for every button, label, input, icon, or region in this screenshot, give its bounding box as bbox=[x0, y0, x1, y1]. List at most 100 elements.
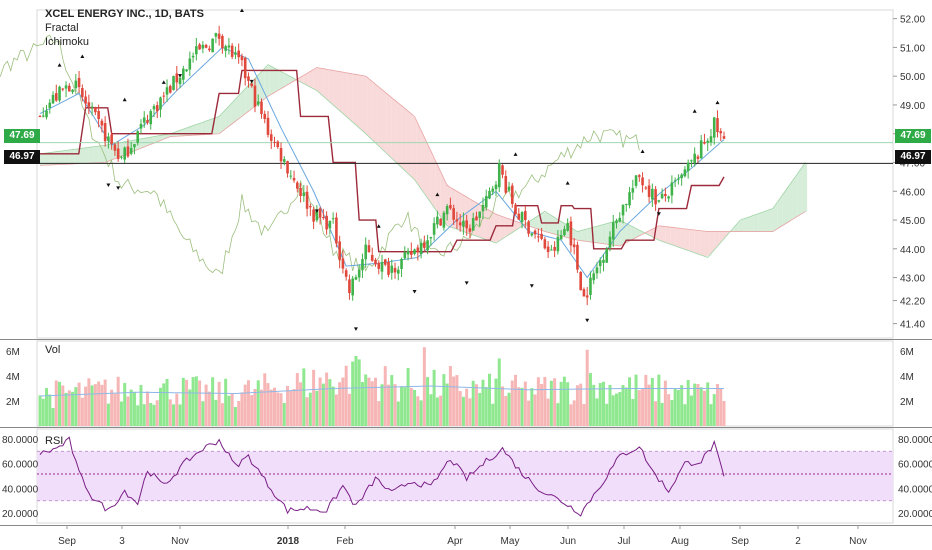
candle-body bbox=[410, 251, 413, 255]
volume-bar bbox=[110, 389, 114, 426]
fractal-up-marker bbox=[57, 63, 62, 67]
volume-bar bbox=[432, 369, 436, 426]
candle-body bbox=[657, 200, 661, 202]
cloud-segment bbox=[670, 227, 676, 246]
candle-body bbox=[331, 218, 335, 220]
volume-bar bbox=[719, 388, 723, 426]
volume-bar bbox=[84, 386, 88, 426]
cloud-segment bbox=[93, 146, 99, 163]
volume-bar bbox=[393, 384, 397, 426]
volume-bar bbox=[194, 376, 198, 426]
indicator-ichimoku-label[interactable]: Ichimoku bbox=[45, 36, 90, 48]
cloud-segment bbox=[342, 72, 348, 118]
candle-body bbox=[585, 295, 589, 298]
candle-body bbox=[351, 278, 354, 296]
volume-bar bbox=[282, 403, 286, 426]
cloud-segment bbox=[357, 74, 363, 131]
time-tick-label: Aug bbox=[671, 536, 689, 547]
volume-bar bbox=[400, 386, 404, 426]
candle-body bbox=[488, 190, 491, 199]
candle-body bbox=[234, 52, 237, 55]
cloud-segment bbox=[484, 207, 490, 241]
candle-body bbox=[654, 189, 657, 205]
candle-body bbox=[185, 69, 188, 72]
volume-bar bbox=[126, 396, 130, 426]
cloud-segment bbox=[772, 201, 778, 232]
volume-bar bbox=[588, 373, 592, 426]
candle-body bbox=[107, 136, 110, 142]
candle-body bbox=[452, 208, 455, 220]
volume-bar bbox=[269, 389, 273, 426]
volume-bar bbox=[299, 382, 303, 426]
fractal-up-marker bbox=[376, 224, 381, 228]
volume-bar bbox=[592, 384, 596, 426]
cloud-segment bbox=[40, 153, 45, 166]
volume-bar bbox=[647, 384, 651, 426]
candle-body bbox=[178, 77, 182, 85]
candle-body bbox=[628, 192, 631, 206]
candle-body bbox=[615, 220, 618, 224]
volume-bar bbox=[631, 399, 635, 426]
candle-body bbox=[318, 208, 322, 218]
volume-bar bbox=[149, 403, 153, 426]
candle-body bbox=[638, 175, 641, 177]
volume-bar bbox=[435, 397, 439, 426]
time-tick-label: 2 bbox=[795, 536, 801, 547]
volume-bar bbox=[712, 394, 716, 426]
volume-bar bbox=[615, 393, 619, 426]
candle-body bbox=[273, 141, 276, 143]
fractal-down-marker bbox=[106, 183, 111, 188]
candle-body bbox=[328, 220, 332, 229]
volume-bar bbox=[575, 385, 579, 426]
candle-body bbox=[644, 187, 648, 189]
volume-bar bbox=[360, 382, 364, 426]
cloud-segment bbox=[259, 68, 265, 103]
cloud-segment bbox=[396, 101, 402, 168]
volume-bar bbox=[48, 394, 52, 426]
candle-body bbox=[367, 245, 371, 253]
fractal-up-marker bbox=[435, 192, 440, 197]
volume-bar bbox=[582, 404, 586, 426]
indicator-fractal-label[interactable]: Fractal bbox=[45, 22, 79, 34]
candle-body bbox=[221, 35, 224, 49]
candle-body bbox=[309, 206, 312, 208]
cloud-segment bbox=[425, 140, 431, 203]
cloud-segment bbox=[553, 216, 558, 235]
price-tick-label: 44.00 bbox=[900, 245, 925, 256]
cloud-segment bbox=[767, 208, 773, 232]
cloud-segment bbox=[333, 70, 339, 110]
volume-pane-frame bbox=[36, 340, 894, 427]
time-tick-label: Sep bbox=[58, 536, 76, 547]
candle-body bbox=[712, 117, 716, 138]
volume-bar bbox=[211, 377, 215, 426]
cloud-segment bbox=[533, 215, 539, 230]
candle-body bbox=[364, 244, 368, 260]
cloud-segment bbox=[401, 105, 407, 173]
candle-body bbox=[146, 120, 149, 123]
cloud-segment bbox=[733, 221, 739, 232]
candle-body bbox=[693, 153, 696, 164]
candle-body bbox=[224, 46, 227, 51]
candle-body bbox=[624, 203, 628, 205]
cloud-segment bbox=[201, 121, 207, 135]
volume-bar bbox=[237, 400, 241, 426]
candle-body bbox=[641, 177, 644, 186]
volume-bar bbox=[256, 380, 260, 426]
volume-bar bbox=[396, 401, 400, 426]
candle-body bbox=[416, 247, 420, 252]
volume-bar bbox=[429, 394, 433, 426]
candle-body bbox=[198, 44, 201, 50]
candle-body bbox=[550, 249, 553, 251]
cloud-segment bbox=[347, 73, 353, 123]
candle-body bbox=[537, 236, 540, 238]
volume-bar bbox=[383, 366, 387, 426]
time-tick-label: Nov bbox=[849, 536, 867, 547]
volume-bar bbox=[722, 401, 726, 426]
cloud-segment bbox=[391, 97, 397, 163]
cloud-segment bbox=[352, 73, 358, 127]
volume-bar bbox=[325, 372, 329, 426]
candle-body bbox=[540, 233, 543, 239]
cloud-segment bbox=[83, 147, 89, 164]
candle-body bbox=[618, 217, 622, 222]
cloud-segment bbox=[382, 89, 387, 154]
